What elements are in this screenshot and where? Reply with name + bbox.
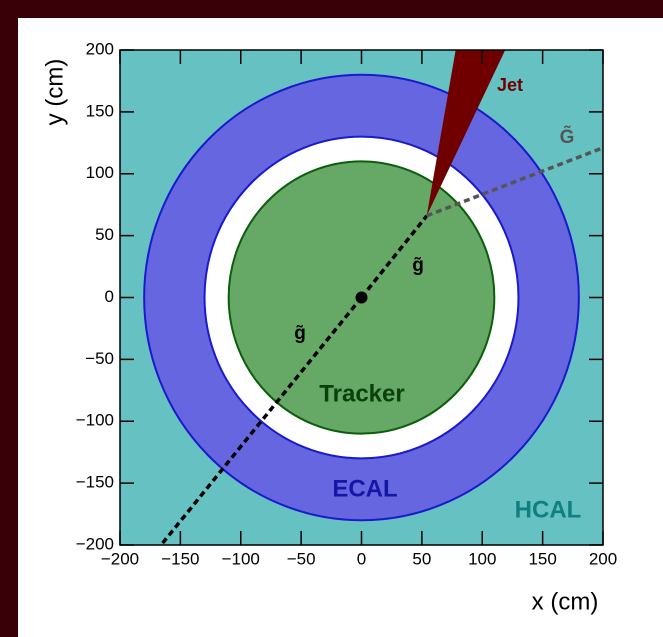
vertex	[356, 292, 368, 304]
jet-label: Jet	[497, 75, 523, 95]
y-tick-label: 150	[86, 101, 114, 120]
track-label: g̃	[294, 323, 306, 344]
plot-area	[120, 50, 603, 545]
y-tick-label: 0	[105, 287, 114, 306]
x-tick-label: −150	[161, 549, 199, 568]
y-tick-label: 50	[95, 225, 114, 244]
x-tick-label: −100	[222, 549, 260, 568]
x-tick-label: 150	[528, 549, 556, 568]
y-tick-label: 200	[86, 39, 114, 58]
region-label: Tracker	[319, 380, 404, 407]
chart: x (cm) y (cm) HCAL ECAL Tracker Jet g̃ g̃ G̃ −2…	[0, 0, 663, 637]
track-label: g̃	[412, 255, 424, 276]
x-axis-label: x (cm)	[532, 588, 599, 615]
y-tick-label: −50	[85, 349, 114, 368]
x-tick-label: 50	[412, 549, 431, 568]
region-label: ECAL	[332, 475, 397, 502]
track-label: G̃	[560, 125, 575, 148]
y-axis-label: y (cm)	[41, 59, 68, 126]
y-tick-label: −100	[76, 411, 114, 430]
y-tick-label: −150	[76, 473, 114, 492]
x-tick-label: 0	[357, 549, 366, 568]
y-tick-label: 100	[86, 163, 114, 182]
x-tick-label: −50	[287, 549, 316, 568]
x-tick-label: 100	[468, 549, 496, 568]
region-label: HCAL	[515, 496, 582, 523]
x-tick-label: 200	[589, 549, 617, 568]
y-tick-label: −200	[76, 534, 114, 553]
